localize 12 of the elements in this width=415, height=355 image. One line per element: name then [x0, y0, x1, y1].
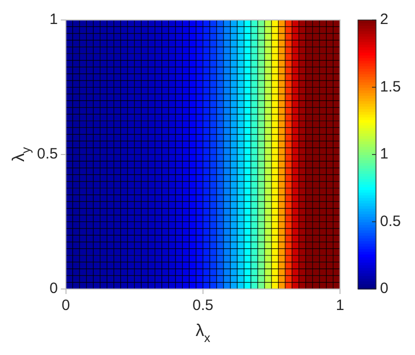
- y-tick-label: 1: [50, 11, 58, 28]
- x-tick-label: 1: [336, 297, 344, 314]
- color-bar-label: 1.5: [380, 78, 401, 96]
- x-tick-label: 0: [62, 297, 70, 314]
- color-bar-label: 0: [380, 280, 388, 298]
- y-axis-title: λy: [9, 146, 33, 162]
- color-bar-label: 0.5: [380, 212, 401, 230]
- y-tick-label: 0: [50, 280, 58, 298]
- color-bar-label: 1: [380, 146, 388, 163]
- color-bar-label: 2: [380, 11, 388, 28]
- y-tick-label: 0.5: [36, 146, 58, 163]
- x-tick-label: 0.5: [192, 297, 214, 314]
